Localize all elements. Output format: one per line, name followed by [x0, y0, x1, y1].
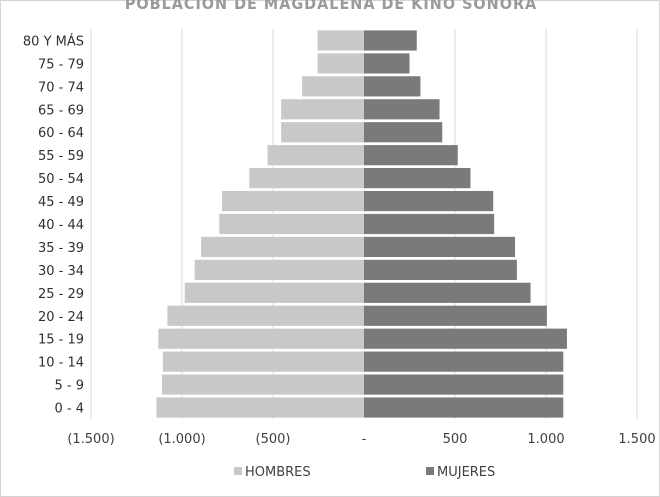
- x-tick-label: -: [362, 432, 367, 447]
- bar-mujeres: [364, 351, 564, 372]
- bar-hombres: [194, 259, 364, 280]
- category-label: 20 - 24: [38, 310, 84, 325]
- bar-hombres: [161, 374, 364, 395]
- category-label: 55 - 59: [38, 149, 84, 164]
- category-label: 10 - 14: [38, 356, 84, 371]
- bar-hombres: [222, 190, 364, 212]
- legend-label-mujeres: MUJERES: [437, 465, 495, 480]
- bar-mujeres: [364, 305, 547, 326]
- bar-mujeres: [364, 122, 443, 143]
- category-label: 30 - 34: [38, 264, 84, 279]
- bar-mujeres: [364, 190, 494, 212]
- bar-mujeres: [364, 53, 410, 74]
- bar-hombres: [167, 305, 364, 326]
- category-label: 15 - 19: [38, 333, 84, 348]
- bar-hombres: [302, 76, 364, 97]
- bar-mujeres: [364, 397, 564, 418]
- x-tick-label: (1.000): [158, 432, 205, 447]
- category-label: 70 - 74: [38, 80, 84, 95]
- bar-hombres: [281, 99, 364, 120]
- category-label: 50 - 54: [38, 172, 84, 187]
- chart-title: POBLACIÓN DE MAGDALENA DE KINO SONORA: [124, 0, 538, 13]
- category-label: 65 - 69: [38, 103, 84, 118]
- bar-mujeres: [364, 374, 564, 395]
- category-label: 80 Y MÁS: [23, 33, 84, 49]
- bar-mujeres: [364, 236, 516, 258]
- bar-mujeres: [364, 213, 495, 235]
- bar-hombres: [317, 30, 364, 51]
- legend-label-hombres: HOMBRES: [245, 465, 311, 480]
- bar-hombres: [158, 328, 364, 349]
- x-tick-label: 1.000: [527, 432, 564, 447]
- bar-hombres: [317, 53, 364, 74]
- category-label: 45 - 49: [38, 195, 84, 210]
- bar-hombres: [249, 168, 364, 189]
- category-label: 60 - 64: [38, 126, 84, 141]
- bar-hombres: [201, 236, 364, 258]
- bar-mujeres: [364, 76, 421, 97]
- bar-hombres: [267, 145, 364, 166]
- x-tick-label: (1.500): [67, 432, 114, 447]
- category-label: 5 - 9: [55, 379, 85, 394]
- category-label: 40 - 44: [38, 218, 84, 233]
- bar-hombres: [281, 122, 364, 143]
- bar-mujeres: [364, 259, 517, 280]
- bar-hombres: [156, 397, 364, 418]
- category-label: 35 - 39: [38, 241, 84, 256]
- category-label: 25 - 29: [38, 287, 84, 302]
- x-tick-label: (500): [256, 432, 291, 447]
- category-label: 75 - 79: [38, 57, 84, 72]
- category-label: 0 - 4: [55, 402, 85, 417]
- bar-hombres: [184, 282, 364, 303]
- bar-mujeres: [364, 30, 417, 51]
- bar-mujeres: [364, 282, 531, 303]
- bar-mujeres: [364, 168, 471, 189]
- legend-swatch-hombres: [234, 467, 242, 475]
- bar-hombres: [162, 351, 364, 372]
- x-tick-label: 1.500: [618, 432, 655, 447]
- legend-swatch-mujeres: [426, 467, 434, 475]
- axis: 0 - 4 5 - 9 10 - 14 15 - 19 20 - 24 25 - 29 30…: [23, 33, 656, 447]
- x-tick-label: 500: [443, 432, 468, 447]
- bar-mujeres: [364, 328, 567, 349]
- legend: HOMBRES MUJERES: [234, 465, 495, 480]
- bar-hombres: [219, 213, 364, 235]
- bar-mujeres: [364, 145, 458, 166]
- bars: [156, 30, 567, 418]
- bar-mujeres: [364, 99, 440, 120]
